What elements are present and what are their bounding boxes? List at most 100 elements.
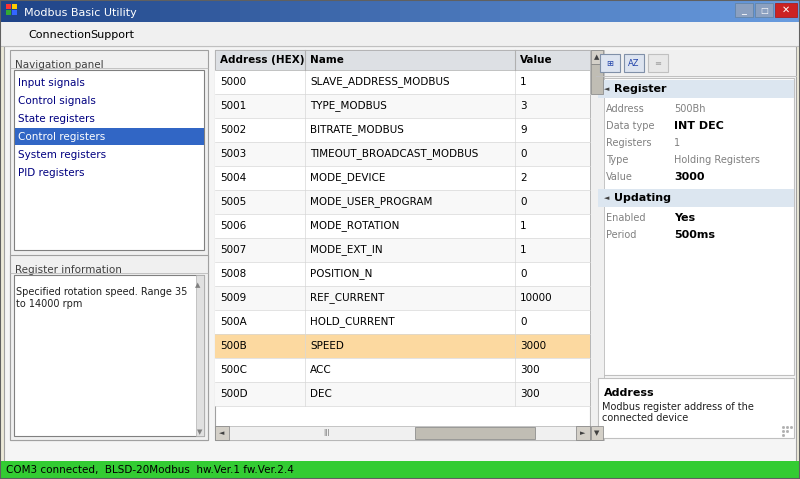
Text: 1: 1 (674, 138, 680, 148)
Text: 10000: 10000 (520, 293, 553, 303)
Bar (140, 0, 162, 22)
Text: 3: 3 (520, 101, 526, 111)
Text: 300: 300 (520, 365, 540, 375)
Bar (6, 4, 11, 9)
Text: SLAVE_ADDRESS_MODBUS: SLAVE_ADDRESS_MODBUS (310, 77, 450, 88)
Bar (160, 0, 182, 22)
Text: 300: 300 (520, 389, 540, 399)
Bar (600, 54, 620, 72)
Text: COM3 connected,  BLSD-20Modbus  hw.Ver.1 fw.Ver.2.4: COM3 connected, BLSD-20Modbus hw.Ver.1 f… (6, 465, 294, 475)
Text: MODE_USER_PROGRAM: MODE_USER_PROGRAM (310, 196, 432, 207)
Text: Specified rotation speed. Range 35: Specified rotation speed. Range 35 (16, 287, 187, 297)
Bar (540, 0, 562, 22)
Bar (360, 0, 382, 22)
Bar (12, 10, 17, 15)
Text: Control signals: Control signals (18, 96, 96, 106)
Bar (215, 286, 590, 310)
Bar (80, 0, 102, 22)
Bar (580, 0, 602, 22)
Text: 5006: 5006 (220, 221, 246, 231)
Bar (720, 0, 742, 22)
Text: 0: 0 (520, 149, 526, 159)
Text: Holding Registers: Holding Registers (674, 155, 760, 165)
Bar (648, 54, 668, 72)
Bar (0, 22, 800, 46)
Bar (215, 214, 590, 238)
Text: 1: 1 (520, 245, 526, 255)
Bar (624, 54, 644, 72)
Bar (598, 80, 794, 98)
Bar (215, 426, 229, 440)
Bar (215, 166, 590, 190)
Text: Register information: Register information (15, 265, 122, 275)
Text: Registers: Registers (606, 138, 651, 148)
Bar (591, 426, 603, 440)
Text: Address (HEX): Address (HEX) (220, 55, 305, 65)
Text: Connection: Connection (28, 30, 91, 40)
Bar (680, 0, 702, 22)
Text: 500A: 500A (220, 317, 246, 327)
Bar (260, 0, 282, 22)
Text: 2: 2 (520, 173, 526, 183)
Bar (591, 64, 603, 94)
Text: connected device: connected device (602, 413, 688, 423)
Bar (215, 334, 590, 358)
Bar (600, 0, 622, 22)
Text: DEC: DEC (310, 389, 332, 399)
Bar (14, 275, 204, 436)
Bar (620, 0, 642, 22)
Text: POSITION_N: POSITION_N (310, 269, 372, 279)
Text: ⊞: ⊞ (606, 58, 614, 68)
Text: □: □ (760, 5, 768, 14)
Text: ▲: ▲ (195, 282, 201, 288)
Text: 9: 9 (520, 125, 526, 135)
Text: Address: Address (604, 388, 654, 398)
Bar (0, 0, 22, 22)
Bar (780, 0, 800, 22)
Bar (40, 0, 62, 22)
Text: Data type: Data type (606, 121, 654, 131)
Bar (415, 427, 535, 439)
Text: 3000: 3000 (674, 172, 705, 182)
Text: 5000: 5000 (220, 77, 246, 87)
Text: MODE_EXT_IN: MODE_EXT_IN (310, 245, 382, 255)
Text: AZ: AZ (628, 58, 640, 68)
Text: Register: Register (614, 84, 666, 94)
Bar (215, 262, 590, 286)
Text: Updating: Updating (614, 193, 671, 203)
Text: TYPE_MODBUS: TYPE_MODBUS (310, 101, 387, 112)
Text: _: _ (742, 5, 746, 15)
Text: SPEED: SPEED (310, 341, 344, 351)
Bar (215, 118, 590, 142)
Bar (14, 70, 204, 250)
Text: 5002: 5002 (220, 125, 246, 135)
Bar (215, 50, 590, 440)
Text: ▼: ▼ (198, 429, 202, 435)
Bar (440, 0, 462, 22)
Text: 0: 0 (520, 197, 526, 207)
Bar (120, 0, 142, 22)
Bar (576, 426, 590, 440)
Bar (215, 190, 590, 214)
Bar (500, 0, 522, 22)
Bar (215, 50, 590, 70)
Text: Support: Support (90, 30, 134, 40)
Text: Control registers: Control registers (18, 132, 106, 142)
Bar (755, 3, 773, 17)
Text: Modbus Basic Utility: Modbus Basic Utility (24, 8, 137, 18)
Text: MODE_DEVICE: MODE_DEVICE (310, 172, 386, 183)
Text: 5001: 5001 (220, 101, 246, 111)
Bar (596, 50, 796, 76)
Text: 500B: 500B (220, 341, 246, 351)
Bar (280, 0, 302, 22)
Bar (775, 3, 797, 17)
Bar (590, 50, 604, 440)
Bar (100, 0, 122, 22)
Bar (4, 46, 796, 475)
Bar (700, 0, 722, 22)
Bar (560, 0, 582, 22)
Text: 0: 0 (520, 269, 526, 279)
Bar (15, 128, 204, 145)
Text: Yes: Yes (674, 213, 695, 223)
Text: Value: Value (606, 172, 633, 182)
